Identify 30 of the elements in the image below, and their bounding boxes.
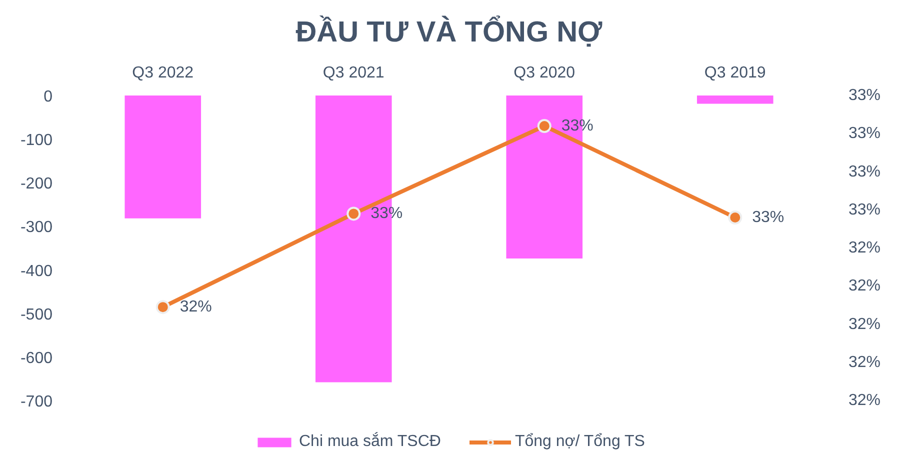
y2-tick-label: 32% <box>848 278 881 295</box>
data-label: 32% <box>180 298 212 316</box>
y-tick-label: -700 <box>20 394 53 410</box>
y2-tick-label: 32% <box>848 240 881 256</box>
y-tick-label: -200 <box>20 176 53 193</box>
y-tick-label: -400 <box>20 262 53 280</box>
y-tick-label: 0 <box>44 88 53 106</box>
point <box>156 300 170 314</box>
legend-label: Chi mua sắm TSCĐ <box>299 433 441 451</box>
x-tick-label: Q3 2022 <box>132 64 194 82</box>
y2-tick-label: 32% <box>848 316 881 333</box>
y-tick-label: -500 <box>20 306 53 324</box>
x-tick-label: Q3 2019 <box>704 64 766 82</box>
x-tick-label: Q3 2021 <box>322 64 384 82</box>
y2-tick-label: 32% <box>848 354 881 371</box>
y2-tick-label: 33% <box>848 87 881 104</box>
x-tick-label: Q3 2020 <box>514 64 576 82</box>
data-label: 33% <box>752 209 784 226</box>
point <box>728 210 742 224</box>
legend-label: Tổng nợ/ Tổng TS <box>514 433 645 451</box>
chart-title: ĐẦU TƯ VÀ TỔNG NỢ <box>296 16 603 48</box>
y2-tick-label: 33% <box>848 125 881 142</box>
y2-tick-label: 33% <box>848 201 881 218</box>
y-tick-label: -600 <box>20 350 53 367</box>
y-tick-label: -300 <box>20 219 53 236</box>
point <box>537 119 552 133</box>
y2-tick-label: 33% <box>848 163 881 180</box>
point <box>346 206 361 221</box>
y2-tick-label: 32% <box>848 392 881 409</box>
y-tick-label: -100 <box>20 132 53 150</box>
